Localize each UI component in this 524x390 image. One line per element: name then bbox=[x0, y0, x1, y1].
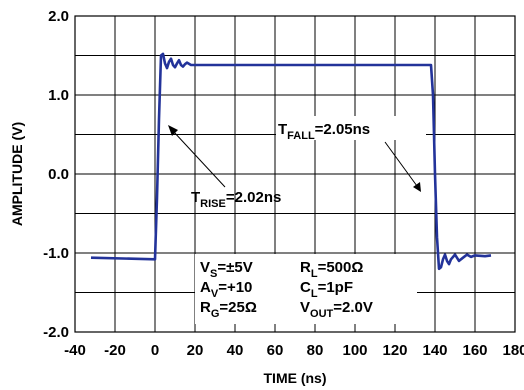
rise-arrowhead bbox=[168, 125, 178, 136]
x-tick-label-0: -40 bbox=[64, 342, 86, 359]
x-tick-label-8: 120 bbox=[382, 342, 407, 359]
y-tick-label-1: 1.0 bbox=[48, 87, 69, 104]
rise-arrow bbox=[172, 130, 226, 188]
x-axis-title: TIME (ns) bbox=[264, 370, 327, 386]
plot-frame bbox=[74, 15, 516, 333]
condition-cl: CL=1pF bbox=[300, 279, 353, 300]
y-tick-label-0: 2.0 bbox=[48, 8, 69, 25]
x-tick-label-3: 20 bbox=[187, 342, 204, 359]
y-tick-label-4: -2.0 bbox=[43, 324, 69, 341]
x-tick-label-9: 140 bbox=[422, 342, 447, 359]
fall-arrow bbox=[384, 141, 418, 187]
test-conditions: VS=±5V RL=500Ω AV=+10 CL=1pF RG=25Ω VOUT… bbox=[200, 259, 373, 320]
y-axis-title: AMPLITUDE (V) bbox=[9, 122, 25, 226]
condition-vout: VOUT=2.0V bbox=[300, 299, 373, 320]
x-tick-labels: -40 -20 0 20 40 60 80 100 120 140 160 180 bbox=[64, 342, 524, 359]
fall-annotation: TFALL=2.05ns bbox=[278, 121, 370, 142]
condition-vs: VS=±5V bbox=[200, 259, 253, 280]
x-tick-label-2: 0 bbox=[151, 342, 159, 359]
y-tick-label-3: -1.0 bbox=[43, 245, 69, 262]
x-tick-label-11: 180 bbox=[502, 342, 524, 359]
x-tick-label-5: 60 bbox=[267, 342, 284, 359]
x-tick-label-6: 80 bbox=[307, 342, 324, 359]
y-tick-labels: 2.0 1.0 0.0 -1.0 -2.0 bbox=[43, 8, 69, 341]
condition-rg: RG=25Ω bbox=[200, 299, 257, 320]
fall-label-bg bbox=[276, 116, 426, 140]
condition-av: AV=+10 bbox=[200, 279, 252, 300]
y-tick-label-2: 0.0 bbox=[48, 166, 69, 183]
condition-rl: RL=500Ω bbox=[300, 259, 363, 280]
conditions-bg bbox=[195, 254, 417, 324]
x-tick-label-4: 40 bbox=[227, 342, 244, 359]
x-tick-label-1: -20 bbox=[104, 342, 126, 359]
x-tick-label-10: 160 bbox=[462, 342, 487, 359]
rise-annotation: TRISE=2.02ns bbox=[191, 189, 281, 210]
signal-trace bbox=[90, 52, 492, 271]
x-tick-label-7: 100 bbox=[342, 342, 367, 359]
fall-arrowhead bbox=[413, 182, 421, 192]
